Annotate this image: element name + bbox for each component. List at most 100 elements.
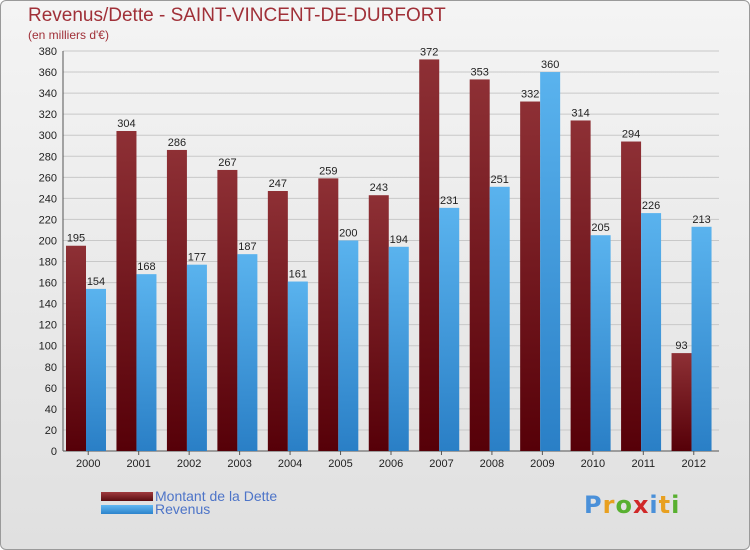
y-tick-label: 220 xyxy=(39,214,57,226)
legend-label-dette: Montant de la Dette xyxy=(155,488,278,504)
bar-dette-2000 xyxy=(66,245,86,451)
data-label-dette-2004: 247 xyxy=(269,178,287,190)
bar-dette-2010 xyxy=(570,120,591,451)
bar-revenus-2006 xyxy=(388,246,409,451)
y-tick-label: 340 xyxy=(39,88,57,100)
x-tick-label-2012: 2012 xyxy=(682,458,706,470)
data-label-revenus-2010: 205 xyxy=(591,222,609,234)
chart-subtitle: (en milliers d'€) xyxy=(28,28,109,42)
data-label-revenus-2002: 177 xyxy=(188,252,206,264)
bar-dette-2004 xyxy=(267,191,288,451)
y-tick-label: 140 xyxy=(39,299,57,311)
y-tick-label: 380 xyxy=(39,46,57,58)
data-label-revenus-2007: 231 xyxy=(440,195,458,207)
data-label-dette-2008: 353 xyxy=(471,66,489,78)
bar-dette-2003 xyxy=(217,169,238,451)
bar-dette-2012 xyxy=(671,353,692,451)
bar-revenus-2003 xyxy=(237,254,258,451)
data-label-revenus-2004: 161 xyxy=(289,269,307,281)
bar-revenus-2001 xyxy=(136,274,157,451)
legend-swatch-revenus xyxy=(101,504,153,514)
data-label-revenus-2008: 251 xyxy=(491,174,509,186)
data-label-revenus-2001: 168 xyxy=(137,261,155,273)
data-label-revenus-2000: 154 xyxy=(87,276,105,288)
logo-letter: x xyxy=(632,491,650,519)
bar-revenus-2000 xyxy=(86,288,106,451)
y-tick-label: 280 xyxy=(39,151,57,163)
legend-swatch-dette xyxy=(101,491,153,501)
y-tick-label: 180 xyxy=(39,257,57,269)
bar-revenus-2012 xyxy=(691,226,712,451)
logo-letter: i xyxy=(649,491,659,519)
x-tick-label-2006: 2006 xyxy=(379,458,403,470)
x-tick-label-2002: 2002 xyxy=(177,458,201,470)
bar-dette-2002 xyxy=(166,149,187,451)
bar-dette-2009 xyxy=(520,101,541,452)
logo-letter: t xyxy=(658,491,672,519)
y-tick-label: 100 xyxy=(39,341,57,353)
x-tick-label-2007: 2007 xyxy=(429,458,453,470)
data-label-dette-2003: 267 xyxy=(218,157,236,169)
y-tick-label: 320 xyxy=(39,109,57,121)
proxiti-logo: Proxiti xyxy=(584,491,680,519)
legend-item-dette: Montant de la Dette xyxy=(101,488,277,504)
y-tick-label: 80 xyxy=(45,362,57,374)
x-tick-label-2010: 2010 xyxy=(581,458,605,470)
data-label-dette-2005: 259 xyxy=(319,165,337,177)
bar-dette-2008 xyxy=(469,79,490,451)
y-tick-label: 40 xyxy=(45,404,57,416)
y-tick-label: 240 xyxy=(39,193,57,205)
x-tick-label-2003: 2003 xyxy=(227,458,251,470)
data-label-dette-2001: 304 xyxy=(117,118,135,130)
bar-revenus-2009 xyxy=(540,72,561,451)
data-label-dette-2012: 93 xyxy=(675,340,687,352)
y-tick-label: 120 xyxy=(39,320,57,332)
bar-revenus-2004 xyxy=(287,281,308,451)
y-tick-label: 200 xyxy=(39,235,57,247)
x-tick-label-2001: 2001 xyxy=(126,458,150,470)
data-label-dette-2002: 286 xyxy=(168,137,186,149)
x-tick-label-2005: 2005 xyxy=(328,458,352,470)
x-tick-label-2008: 2008 xyxy=(480,458,504,470)
logo-letter: r xyxy=(602,491,616,519)
data-label-revenus-2005: 200 xyxy=(339,227,357,239)
legend-item-revenus: Revenus xyxy=(101,501,210,517)
y-tick-label: 260 xyxy=(39,172,57,184)
data-label-revenus-2012: 213 xyxy=(692,214,710,226)
bar-dette-2011 xyxy=(621,141,642,452)
data-label-dette-2000: 195 xyxy=(67,233,85,245)
x-tick-label-2009: 2009 xyxy=(530,458,554,470)
bar-dette-2007 xyxy=(419,59,440,451)
bar-dette-2001 xyxy=(116,131,137,451)
data-label-revenus-2003: 187 xyxy=(238,241,256,253)
logo-letter: i xyxy=(671,491,681,519)
bar-dette-2005 xyxy=(318,178,339,452)
x-tick-label-2000: 2000 xyxy=(76,458,100,470)
chart-title: Revenus/Dette - SAINT-VINCENT-DE-DURFORT xyxy=(28,5,446,26)
y-tick-label: 300 xyxy=(39,130,57,142)
logo-letter: o xyxy=(615,491,633,519)
y-tick-label: 160 xyxy=(39,278,57,290)
data-label-dette-2009: 332 xyxy=(521,89,539,101)
bar-revenus-2005 xyxy=(338,240,359,451)
bar-revenus-2010 xyxy=(590,235,611,451)
legend-label-revenus: Revenus xyxy=(155,501,211,517)
bar-revenus-2007 xyxy=(439,207,460,451)
data-label-revenus-2006: 194 xyxy=(390,234,408,246)
bar-revenus-2002 xyxy=(186,264,207,451)
y-tick-label: 60 xyxy=(45,383,57,395)
y-tick-label: 360 xyxy=(39,67,57,79)
x-tick-label-2011: 2011 xyxy=(631,458,655,470)
data-label-dette-2010: 314 xyxy=(571,107,589,119)
data-label-revenus-2011: 226 xyxy=(642,200,660,212)
data-label-dette-2007: 372 xyxy=(420,46,438,58)
data-label-dette-2006: 243 xyxy=(370,182,388,194)
y-tick-label: 20 xyxy=(45,425,57,437)
data-label-dette-2011: 294 xyxy=(622,129,640,141)
data-label-revenus-2009: 360 xyxy=(541,59,559,71)
bar-revenus-2008 xyxy=(489,186,510,451)
logo-letter: P xyxy=(584,491,603,519)
bar-dette-2006 xyxy=(368,195,389,451)
